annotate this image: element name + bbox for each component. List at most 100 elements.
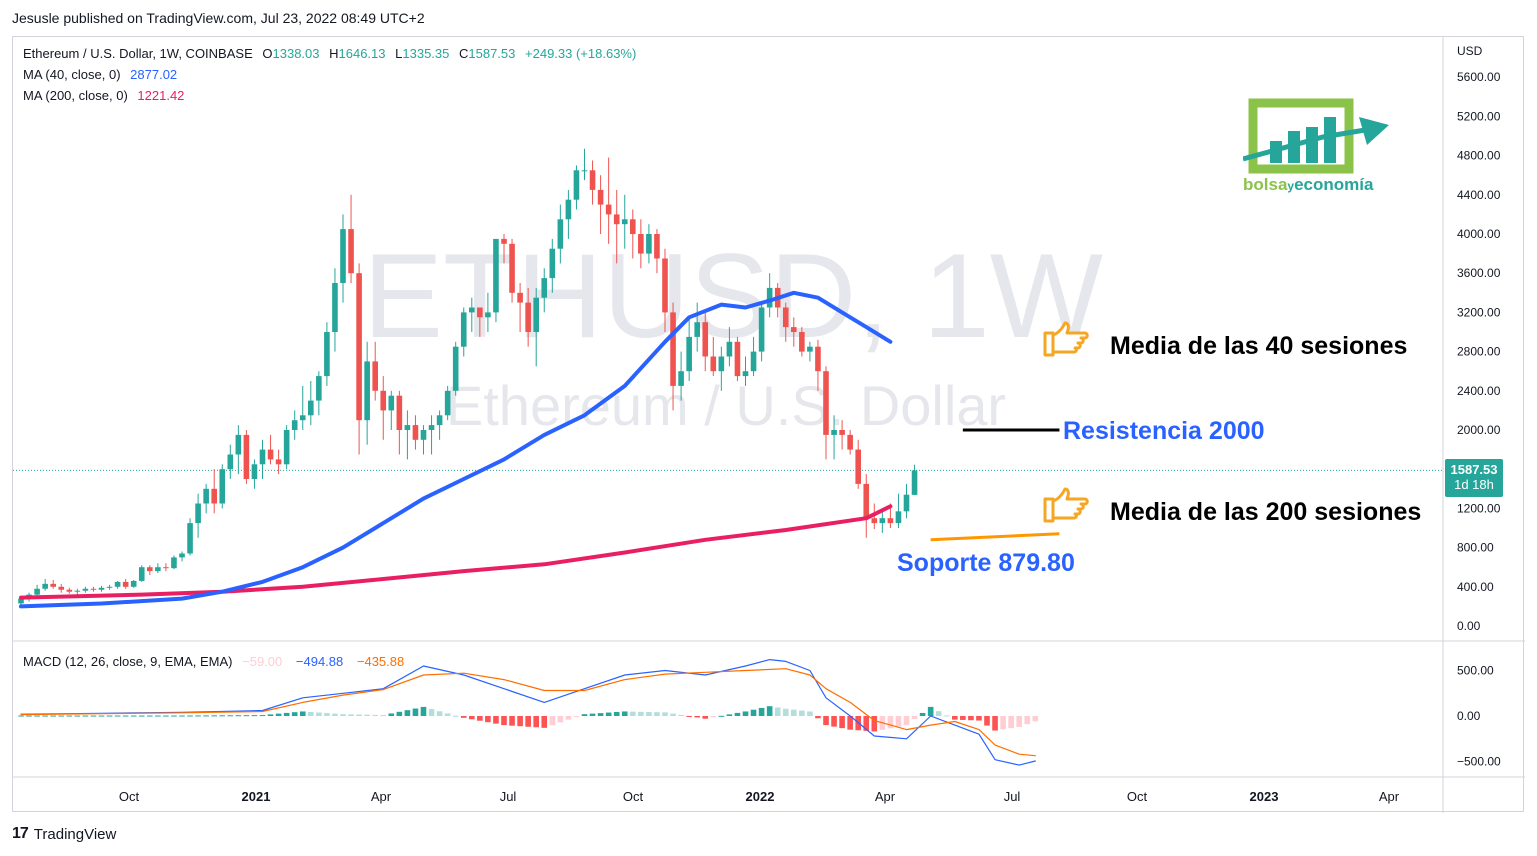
macd-histogram-bar [968,716,974,721]
last-price-label: 1587.53 1d 18h [1445,459,1503,497]
time-tick-label: 2023 [1250,789,1279,804]
macd-histogram-bar [74,715,81,717]
candle-body [895,511,902,524]
macd-histogram-bar [774,707,781,716]
candle-body [444,390,451,416]
macd-histogram-bar [750,709,757,716]
macd-tick-label: −500.00 [1457,755,1501,769]
candle-body [782,307,789,328]
macd-histogram-bar [235,715,242,717]
candle-body [525,302,531,332]
macd-histogram-bar [404,710,411,716]
price-tick-label: 800.00 [1457,541,1494,555]
candle-body [332,283,338,332]
macd-histogram-bar [469,716,475,720]
macd-histogram-bar [396,711,403,716]
macd-histogram-bar [388,713,395,716]
candle-body [557,219,564,249]
candle-body [324,332,330,377]
candle-body [58,586,65,590]
candle-body [42,583,48,589]
candle-body [630,219,636,234]
candle-body [74,590,81,592]
candle-body [791,327,797,332]
candle-body [436,415,443,426]
ma200-legend[interactable]: MA (200, close, 0) 1221.42 [23,88,190,103]
ma200-value: 1221.42 [137,88,185,103]
price-tick-label: 5200.00 [1457,109,1501,123]
macd-line [20,659,1036,766]
high-label: H [329,46,339,61]
close-value: 1587.53 [468,46,516,61]
candle-body [638,234,644,254]
macd-histogram-bar [324,713,330,716]
macd-histogram-bar [694,716,700,718]
macd-histogram-bar [171,715,177,717]
candle-body [275,459,282,465]
candle-body [589,170,596,190]
macd-histogram-bar [662,712,668,716]
macd-histogram-bar [428,709,435,716]
candle-body [364,361,370,421]
macd-histogram-bar [267,714,274,716]
candle-body [541,278,548,298]
candle-body [348,229,354,274]
tradingview-logo[interactable]: 17 TradingView [12,825,116,843]
macd-histogram-bar [26,715,32,717]
chart-frame[interactable]: ETHUSD, 1W Ethereum / U.S. Dollar USD 5600.… [12,36,1525,813]
candle-body [356,273,362,421]
last-price-value: 1587.53 [1450,462,1498,477]
ma200-line [19,504,893,600]
macd-histogram-bar [332,713,338,716]
macd-line-value: −494.88 [295,654,344,669]
low-value: 1335.35 [402,46,450,61]
time-tick-label: Jul [1004,789,1021,804]
time-tick-label: Jul [500,789,517,804]
macd-histogram-bar [219,715,226,717]
candle-body [493,238,499,313]
candle-body [114,581,121,587]
candle-body [605,204,612,215]
candle-body [106,586,113,588]
annotation-ma200: Media de las 200 sesiones [1110,498,1422,526]
watermark-name: Ethereum / U.S. Dollar [446,374,1006,437]
chart-canvas[interactable]: ETHUSD, 1W Ethereum / U.S. Dollar USD 5600.… [13,37,1525,813]
candle-body [686,336,692,372]
macd-histogram-bar [122,715,129,717]
macd-histogram-bar [589,713,596,716]
candle-body [702,322,709,357]
pointing-hand-icon [1043,321,1089,357]
macd-histogram-bar [1008,716,1014,729]
candle-body [179,553,185,558]
close-label: C [459,46,469,61]
macd-histogram-bar [364,714,370,716]
price-tick-label: 3600.00 [1457,266,1501,280]
annotation-support: Soporte 879.80 [897,549,1075,577]
time-tick-label: Oct [1127,789,1148,804]
candle-body [742,371,749,377]
price-axis-currency: USD [1457,44,1483,58]
candle-body [34,588,40,595]
candle-body [340,229,346,283]
macd-histogram-bar [90,715,97,717]
macd-histogram-bar [638,711,644,716]
macd-legend[interactable]: MACD (12, 26, close, 9, EMA, EMA) −59.00… [23,654,410,669]
candle-body [130,580,137,587]
watermark-symbol: ETHUSD, 1W [363,229,1103,363]
macd-histogram-bar [259,715,266,717]
macd-histogram-bar [686,716,692,717]
brand-part3: economía [1294,175,1374,194]
candle-body [678,371,684,386]
candle-body [654,234,660,259]
ma40-legend[interactable]: MA (40, close, 0) 2877.02 [23,67,183,82]
candle-body [82,588,89,591]
time-tick-label: Apr [1379,789,1400,804]
macd-histogram-bar [412,708,419,716]
ma40-line [19,290,893,609]
macd-histogram-bar [485,716,491,723]
macd-histogram-bar [863,716,870,731]
candle-body [670,312,676,386]
candle-body [251,464,258,479]
candle-body [863,483,870,519]
macd-histogram-bar [799,710,805,716]
